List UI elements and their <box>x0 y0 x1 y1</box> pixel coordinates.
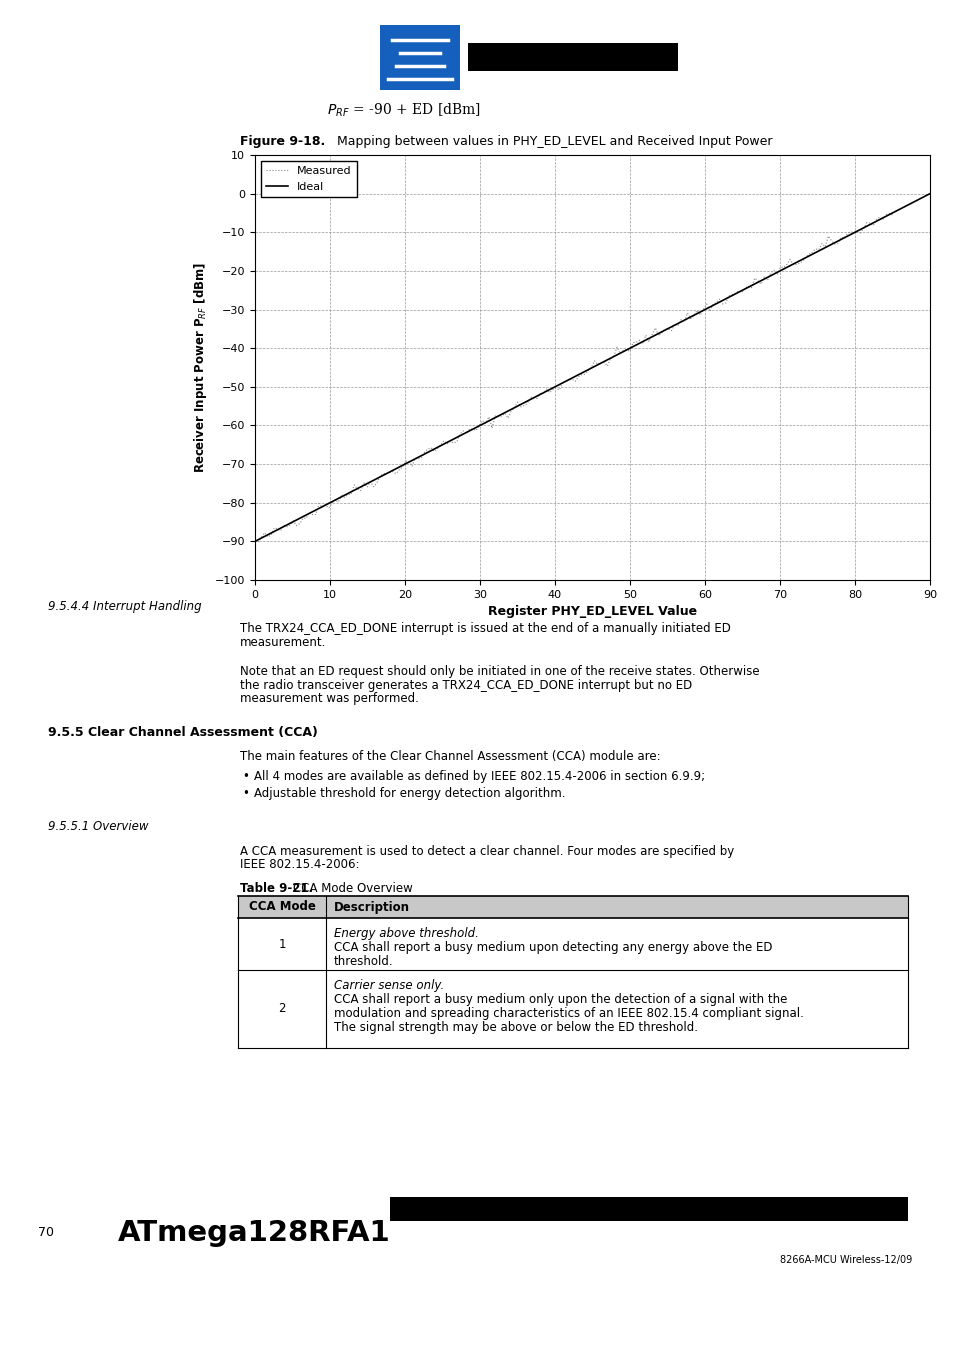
Bar <box>237 896 907 917</box>
Text: Adjustable threshold for energy detection algorithm.: Adjustable threshold for energy detectio… <box>253 788 565 800</box>
Measured <box>422 440 434 457</box>
Measured <box>886 207 898 223</box>
Text: The main features of the Clear Channel Assessment (CCA) module are:: The main features of the Clear Channel A… <box>240 750 659 763</box>
Measured <box>882 205 894 222</box>
Text: •: • <box>242 770 249 784</box>
Measured <box>291 517 302 534</box>
Text: Description: Description <box>334 901 410 913</box>
Text: 1: 1 <box>278 938 286 951</box>
Text: 70: 70 <box>38 1227 54 1239</box>
Bar <box>468 43 678 72</box>
Text: Figure 9-18.: Figure 9-18. <box>240 135 325 149</box>
Text: Table 9-21.: Table 9-21. <box>240 882 317 894</box>
Text: measurement was performed.: measurement was performed. <box>240 692 418 705</box>
Line: Measured: Measured <box>254 213 892 542</box>
Text: Energy above threshold.: Energy above threshold. <box>334 927 478 940</box>
Y-axis label: Receiver Input Power P$_{RF}$ [dBm]: Receiver Input Power P$_{RF}$ [dBm] <box>193 262 209 473</box>
Bar <box>237 917 907 970</box>
Text: The TRX24_CCA_ED_DONE interrupt is issued at the end of a manually initiated ED: The TRX24_CCA_ED_DONE interrupt is issue… <box>240 621 730 635</box>
Measured <box>278 517 290 534</box>
Measured <box>835 228 846 245</box>
Bar <box>237 970 907 1048</box>
Text: 8266A-MCU Wireless-12/09: 8266A-MCU Wireless-12/09 <box>779 1255 911 1265</box>
Legend: Measured, Ideal: Measured, Ideal <box>260 161 357 197</box>
Text: •: • <box>242 788 249 800</box>
Text: 9.5.4.4 Interrupt Handling: 9.5.4.4 Interrupt Handling <box>48 600 201 613</box>
Text: CCA shall report a busy medium upon detecting any energy above the ED: CCA shall report a busy medium upon dete… <box>334 942 772 954</box>
Text: ATmega128RFA1: ATmega128RFA1 <box>118 1219 391 1247</box>
Text: $P_{RF}$ = -90 + ED [dBm]: $P_{RF}$ = -90 + ED [dBm] <box>327 101 480 119</box>
Text: Note that an ED request should only be initiated in one of the receive states. O: Note that an ED request should only be i… <box>240 665 759 678</box>
Text: 2: 2 <box>278 1002 286 1016</box>
X-axis label: Register PHY_ED_LEVEL Value: Register PHY_ED_LEVEL Value <box>487 605 697 619</box>
Text: threshold.: threshold. <box>334 955 394 969</box>
Bar <box>390 1197 907 1221</box>
Text: IEEE 802.15.4-2006:: IEEE 802.15.4-2006: <box>240 858 359 871</box>
Measured <box>253 534 264 550</box>
Text: the radio transceiver generates a TRX24_CCA_ED_DONE interrupt but no ED: the radio transceiver generates a TRX24_… <box>240 678 692 692</box>
Text: Mapping between values in PHY_ED_LEVEL and Received Input Power: Mapping between values in PHY_ED_LEVEL a… <box>333 135 772 149</box>
Text: Carrier sense only.: Carrier sense only. <box>334 979 444 992</box>
Text: The signal strength may be above or below the ED threshold.: The signal strength may be above or belo… <box>334 1021 698 1034</box>
Text: CCA Mode Overview: CCA Mode Overview <box>293 882 413 894</box>
Measured <box>371 476 382 492</box>
Text: 9.5.5.1 Overview: 9.5.5.1 Overview <box>48 820 149 834</box>
Text: CCA Mode: CCA Mode <box>249 901 315 913</box>
Text: All 4 modes are available as defined by IEEE 802.15.4-2006 in section 6.9.9;: All 4 modes are available as defined by … <box>253 770 704 784</box>
Text: measurement.: measurement. <box>240 635 326 648</box>
Bar <box>379 26 459 91</box>
Measured <box>249 534 260 550</box>
Text: modulation and spreading characteristics of an IEEE 802.15.4 compliant signal.: modulation and spreading characteristics… <box>334 1006 803 1020</box>
Text: A CCA measurement is used to detect a clear channel. Four modes are specified by: A CCA measurement is used to detect a cl… <box>240 844 734 858</box>
Text: CCA shall report a busy medium only upon the detection of a signal with the: CCA shall report a busy medium only upon… <box>334 993 786 1006</box>
Text: 9.5.5 Clear Channel Assessment (CCA): 9.5.5 Clear Channel Assessment (CCA) <box>48 725 317 739</box>
Measured <box>857 220 868 236</box>
